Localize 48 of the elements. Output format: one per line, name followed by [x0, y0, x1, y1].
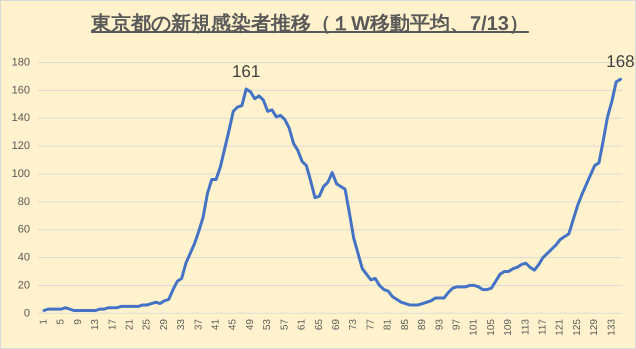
- chart-title: 東京都の新規感染者推移（１W移動平均、7/13）: [90, 12, 529, 35]
- x-tick-label: 109: [503, 318, 514, 336]
- x-tick-label: 101: [468, 318, 480, 336]
- x-tick-label: 57: [279, 318, 290, 330]
- x-tick-label: 41: [210, 318, 222, 330]
- x-tick-label: 73: [348, 318, 360, 330]
- x-tick-label: 129: [589, 318, 600, 336]
- y-tick-label: 20: [18, 279, 30, 292]
- x-tick-label: 25: [142, 318, 153, 330]
- x-tick-label: 65: [314, 318, 325, 330]
- x-tick-label: 5: [56, 318, 67, 325]
- y-tick-label: 60: [18, 224, 30, 236]
- x-tick-label: 37: [193, 318, 204, 330]
- x-tick-label: 17: [107, 318, 118, 330]
- x-tick-label: 117: [538, 318, 549, 335]
- x-tick-label: 93: [434, 318, 446, 330]
- x-tick-label: 21: [124, 318, 136, 330]
- x-tick-label: 113: [520, 318, 532, 335]
- x-tick-label: 77: [365, 318, 376, 330]
- x-tick-label: 53: [262, 318, 274, 330]
- x-tick-label: 89: [417, 318, 428, 330]
- x-tick-label: 105: [486, 318, 497, 336]
- x-tick-label: 69: [331, 318, 342, 330]
- x-tick-label: 33: [176, 318, 188, 330]
- y-tick-label: 160: [12, 84, 30, 96]
- x-tick-label: 125: [572, 318, 583, 336]
- x-tick-label: 85: [400, 318, 411, 330]
- y-tick-label: 80: [18, 196, 30, 208]
- y-tick-label: 40: [18, 252, 30, 264]
- data-label: 168: [606, 52, 635, 72]
- data-label: 161: [232, 62, 260, 81]
- x-tick-label: 1: [38, 318, 50, 325]
- y-tick-label: 180: [12, 56, 30, 68]
- x-tick-label: 13: [90, 318, 102, 330]
- x-tick-label: 81: [382, 318, 394, 330]
- x-tick-label: 133: [606, 318, 618, 336]
- y-tick-label: 120: [12, 140, 30, 152]
- x-tick-label: 97: [451, 318, 462, 330]
- y-tick-label: 140: [12, 112, 30, 124]
- x-tick-label: 61: [296, 318, 308, 330]
- x-tick-label: 49: [244, 318, 256, 330]
- x-tick-label: 121: [554, 318, 566, 336]
- y-tick-label: 100: [12, 168, 30, 180]
- x-tick-label: 45: [228, 318, 239, 330]
- x-tick-label: 9: [72, 318, 84, 325]
- x-tick-label: 29: [158, 318, 170, 330]
- line-series: [42, 78, 622, 312]
- y-tick-label: 0: [24, 307, 30, 320]
